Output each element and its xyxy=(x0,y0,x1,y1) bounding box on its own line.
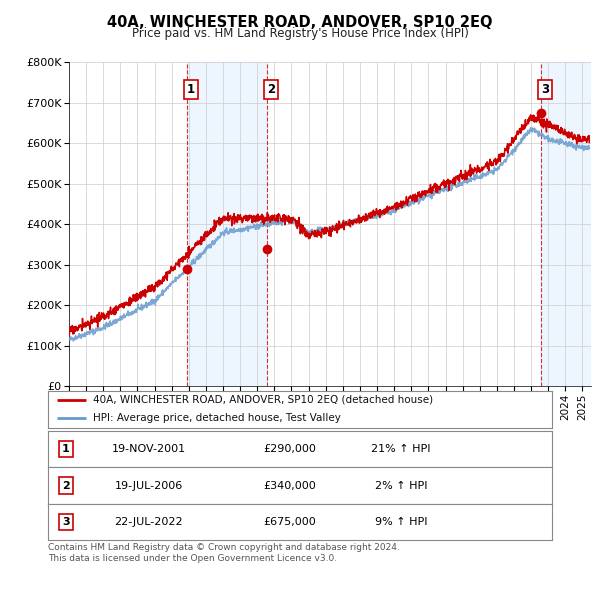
Text: 3: 3 xyxy=(541,83,549,96)
Text: 2% ↑ HPI: 2% ↑ HPI xyxy=(374,481,427,490)
Text: 9% ↑ HPI: 9% ↑ HPI xyxy=(374,517,427,527)
Text: Price paid vs. HM Land Registry's House Price Index (HPI): Price paid vs. HM Land Registry's House … xyxy=(131,27,469,40)
Text: 1: 1 xyxy=(62,444,70,454)
Text: 2: 2 xyxy=(62,481,70,490)
Text: £340,000: £340,000 xyxy=(263,481,316,490)
Text: 2: 2 xyxy=(267,83,275,96)
Text: 40A, WINCHESTER ROAD, ANDOVER, SP10 2EQ (detached house): 40A, WINCHESTER ROAD, ANDOVER, SP10 2EQ … xyxy=(94,395,433,405)
Text: 22-JUL-2022: 22-JUL-2022 xyxy=(115,517,183,527)
Text: £675,000: £675,000 xyxy=(263,517,316,527)
Text: £290,000: £290,000 xyxy=(263,444,316,454)
Bar xyxy=(187,62,266,386)
Text: HPI: Average price, detached house, Test Valley: HPI: Average price, detached house, Test… xyxy=(94,414,341,424)
Bar xyxy=(541,62,591,386)
Text: 19-JUL-2006: 19-JUL-2006 xyxy=(115,481,183,490)
Text: 40A, WINCHESTER ROAD, ANDOVER, SP10 2EQ: 40A, WINCHESTER ROAD, ANDOVER, SP10 2EQ xyxy=(107,15,493,30)
Text: 1: 1 xyxy=(187,83,195,96)
Text: 21% ↑ HPI: 21% ↑ HPI xyxy=(371,444,431,454)
Text: 19-NOV-2001: 19-NOV-2001 xyxy=(112,444,186,454)
Text: 3: 3 xyxy=(62,517,70,527)
Text: Contains HM Land Registry data © Crown copyright and database right 2024.
This d: Contains HM Land Registry data © Crown c… xyxy=(48,543,400,563)
